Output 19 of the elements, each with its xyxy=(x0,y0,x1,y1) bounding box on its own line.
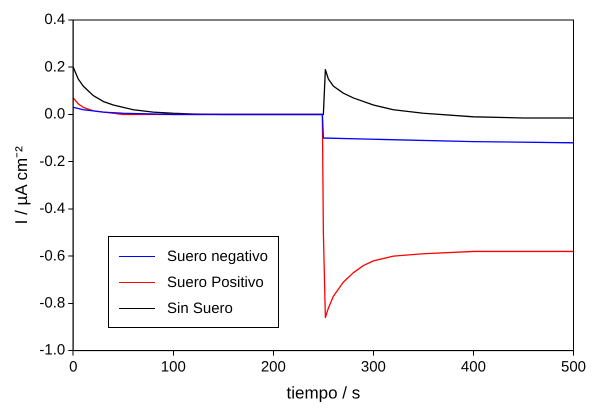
x-tick-label: 300 xyxy=(360,358,386,376)
legend-label: Suero negativo xyxy=(167,248,268,264)
legend-label: Sin Suero xyxy=(167,300,233,316)
x-axis-title: tiempo / s xyxy=(286,383,360,402)
x-tick-label: 100 xyxy=(160,358,186,376)
y-tick-label: -0.4 xyxy=(39,200,66,218)
x-tick-label: 400 xyxy=(460,358,486,376)
x-tick-label: 500 xyxy=(560,358,586,376)
y-axis-title: I / µA cm⁻² xyxy=(12,146,31,224)
y-tick-label: -0.6 xyxy=(39,247,66,264)
y-tick-label: -1.0 xyxy=(39,342,66,359)
y-tick-label: -0.2 xyxy=(39,152,66,170)
x-tick-label: 0 xyxy=(69,358,78,376)
y-tick-label: -0.8 xyxy=(39,294,66,312)
legend-label: Suero Positivo xyxy=(167,274,264,290)
x-tick-label: 200 xyxy=(260,358,286,376)
y-tick-label: 0.0 xyxy=(44,106,66,123)
y-tick-label: 0.4 xyxy=(44,11,66,28)
y-tick-label: 0.2 xyxy=(44,58,66,76)
